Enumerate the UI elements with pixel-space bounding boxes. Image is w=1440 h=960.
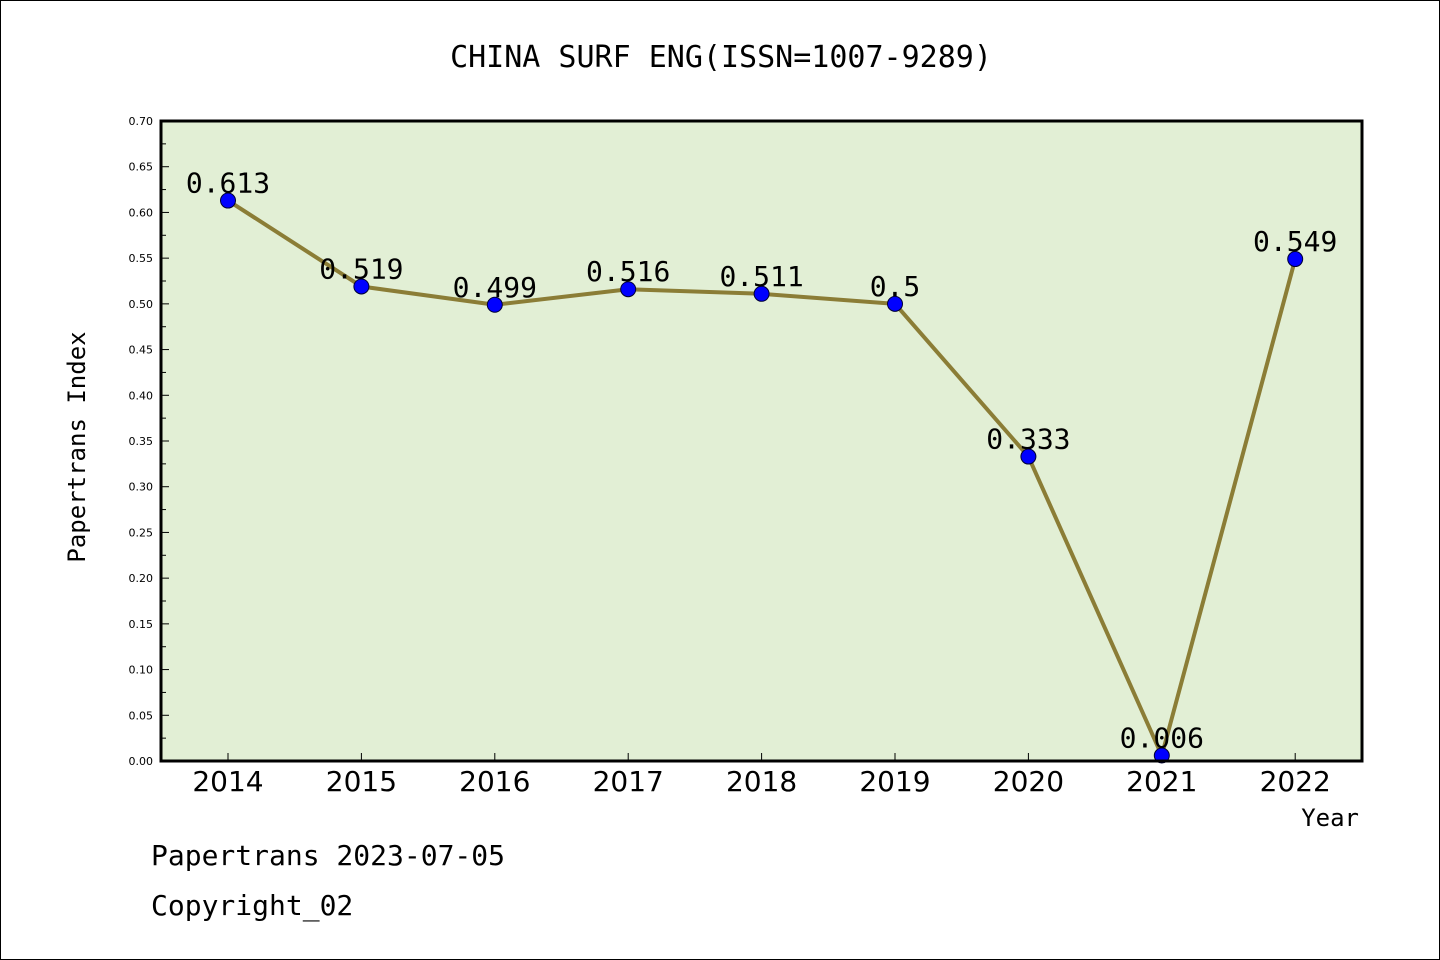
data-point	[753, 285, 770, 302]
data-label: 0.549	[1253, 225, 1337, 258]
data-markers	[220, 192, 1304, 764]
data-point	[1020, 448, 1037, 465]
y-tick-label: 0.20	[129, 572, 154, 585]
chart-title: CHINA SURF ENG(ISSN=1007-9289)	[450, 40, 992, 75]
data-point	[353, 278, 370, 295]
x-tick-label: 2019	[859, 765, 930, 798]
y-tick-label: 0.70	[129, 115, 154, 128]
y-tick-label: 0.50	[129, 298, 154, 311]
plot-area	[161, 121, 1362, 761]
y-tick-label: 0.10	[129, 664, 154, 677]
data-point	[220, 192, 236, 209]
data-point	[620, 281, 637, 298]
y-tick-label: 0.30	[129, 481, 154, 494]
plot-border	[159, 119, 1364, 763]
y-tick-label: 0.55	[129, 252, 154, 265]
y-tick-label: 0.40	[129, 389, 154, 402]
y-tick-label: 0.05	[129, 709, 154, 722]
data-label: 0.5	[870, 270, 921, 303]
footer-copyright: Copyright_02	[151, 889, 353, 923]
data-label: 0.613	[186, 167, 270, 200]
data-label: 0.511	[719, 260, 803, 293]
data-label: 0.499	[453, 271, 537, 304]
y-tick-label: 0.25	[129, 526, 154, 539]
x-tick-label: 2016	[459, 765, 530, 798]
data-label: 0.006	[1120, 722, 1204, 755]
data-label: 0.333	[986, 423, 1070, 456]
x-axis-ticks: 2014 2015 2016 2017 2018 2019 2020 2021 2022	[192, 753, 1331, 798]
x-axis-label: Year	[1301, 804, 1359, 832]
y-axis-ticks: 0.00 0.05 0.10 0.15 0.20 0.25 0.30 0.35 0.40 0.45…	[129, 115, 169, 768]
data-point	[1287, 251, 1304, 268]
x-tick-label: 2015	[326, 765, 397, 798]
x-tick-label: 2020	[993, 765, 1064, 798]
y-tick-label: 0.65	[129, 161, 154, 174]
x-tick-label: 2014	[192, 765, 263, 798]
data-label: 0.519	[319, 252, 403, 285]
x-tick-label: 2017	[593, 765, 664, 798]
data-point	[887, 295, 903, 312]
y-tick-label: 0.45	[129, 344, 154, 357]
data-point	[486, 296, 503, 313]
y-tick-label: 0.15	[129, 618, 154, 631]
y-tick-label: 0.00	[129, 755, 154, 768]
x-tick-label: 2018	[726, 765, 797, 798]
data-label: 0.516	[586, 255, 670, 288]
data-point	[1153, 747, 1170, 764]
footer-date: Papertrans 2023-07-05	[151, 839, 505, 872]
x-tick-label: 2022	[1260, 765, 1331, 798]
y-axis-label: Papertrans Index	[63, 331, 91, 562]
x-tick-label: 2021	[1126, 765, 1197, 798]
y-tick-label: 0.60	[129, 206, 154, 219]
data-labels: 0.613 0.519 0.499 0.516 0.511 0.5 0.333 0.006 0.…	[186, 167, 1337, 755]
y-tick-label: 0.35	[129, 435, 154, 448]
